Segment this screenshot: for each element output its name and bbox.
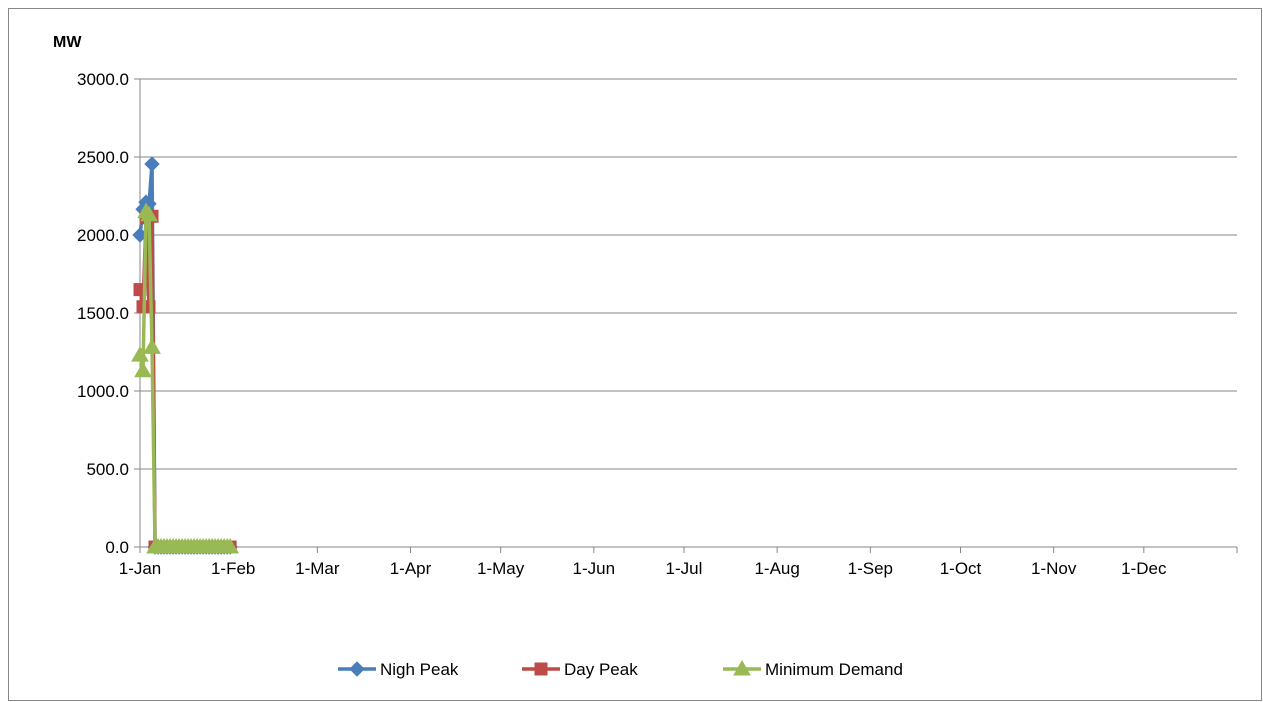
- x-tick-label: 1-Sep: [848, 559, 893, 578]
- legend: Nigh Peak Day Peak Minimum Demand: [338, 659, 903, 679]
- x-tick-label: 1-Jul: [666, 559, 703, 578]
- legend-label: Minimum Demand: [765, 660, 903, 679]
- y-tick-labels: 3000.0 2500.0 2000.0 1500.0 1000.0 500.0 0.0: [77, 70, 129, 557]
- y-tick-label: 500.0: [86, 460, 129, 479]
- series-lines: [131, 156, 240, 555]
- x-tick-label: 1-Mar: [295, 559, 340, 578]
- x-tick-label: 1-Jan: [119, 559, 162, 578]
- axes: [134, 78, 1238, 553]
- y-tick-label: 0.0: [105, 538, 129, 557]
- data-point: [221, 537, 240, 554]
- data-point: [134, 361, 152, 378]
- x-tick-label: 1-Dec: [1121, 559, 1167, 578]
- y-tick-label: 1500.0: [77, 304, 129, 323]
- series-minimum-demand: [131, 202, 240, 554]
- x-tick-label: 1-Apr: [390, 559, 432, 578]
- legend-marker: [534, 662, 548, 676]
- x-tick-label: 1-Nov: [1031, 559, 1077, 578]
- data-point: [144, 156, 160, 172]
- chart-area: MW 3000.0 2500.0 2000.0 1500.0 1000.0 500.0 0.…: [8, 8, 1262, 701]
- y-tick-label: 3000.0: [77, 70, 129, 89]
- legend-label: Nigh Peak: [380, 660, 459, 679]
- data-point: [143, 338, 161, 354]
- legend-label: Day Peak: [564, 660, 638, 679]
- x-tick-label: 1-Aug: [754, 559, 799, 578]
- x-tick-label: 1-Jun: [573, 559, 616, 578]
- legend-item-minimum-demand: Minimum Demand: [723, 659, 903, 679]
- x-tick-label: 1-May: [477, 559, 525, 578]
- x-tick-label: 1-Oct: [940, 559, 982, 578]
- x-tick-labels: 1-Jan 1-Feb 1-Mar 1-Apr 1-May 1-Jun 1-Jul 1-Aug…: [119, 559, 1167, 578]
- legend-item-nigh-peak: Nigh Peak: [338, 660, 459, 679]
- line-chart: MW 3000.0 2500.0 2000.0 1500.0 1000.0 500.0 0.…: [53, 34, 1238, 679]
- y-tick-label: 1000.0: [77, 382, 129, 401]
- legend-marker: [349, 661, 365, 677]
- y-tick-label: 2500.0: [77, 148, 129, 167]
- data-point: [140, 205, 158, 222]
- legend-item-day-peak: Day Peak: [522, 660, 638, 679]
- y-axis-title: MW: [53, 34, 82, 51]
- y-tick-label: 2000.0: [77, 226, 129, 245]
- x-tick-label: 1-Feb: [211, 559, 255, 578]
- gridlines: [140, 78, 1237, 470]
- legend-marker: [733, 659, 751, 676]
- data-point: [131, 346, 149, 362]
